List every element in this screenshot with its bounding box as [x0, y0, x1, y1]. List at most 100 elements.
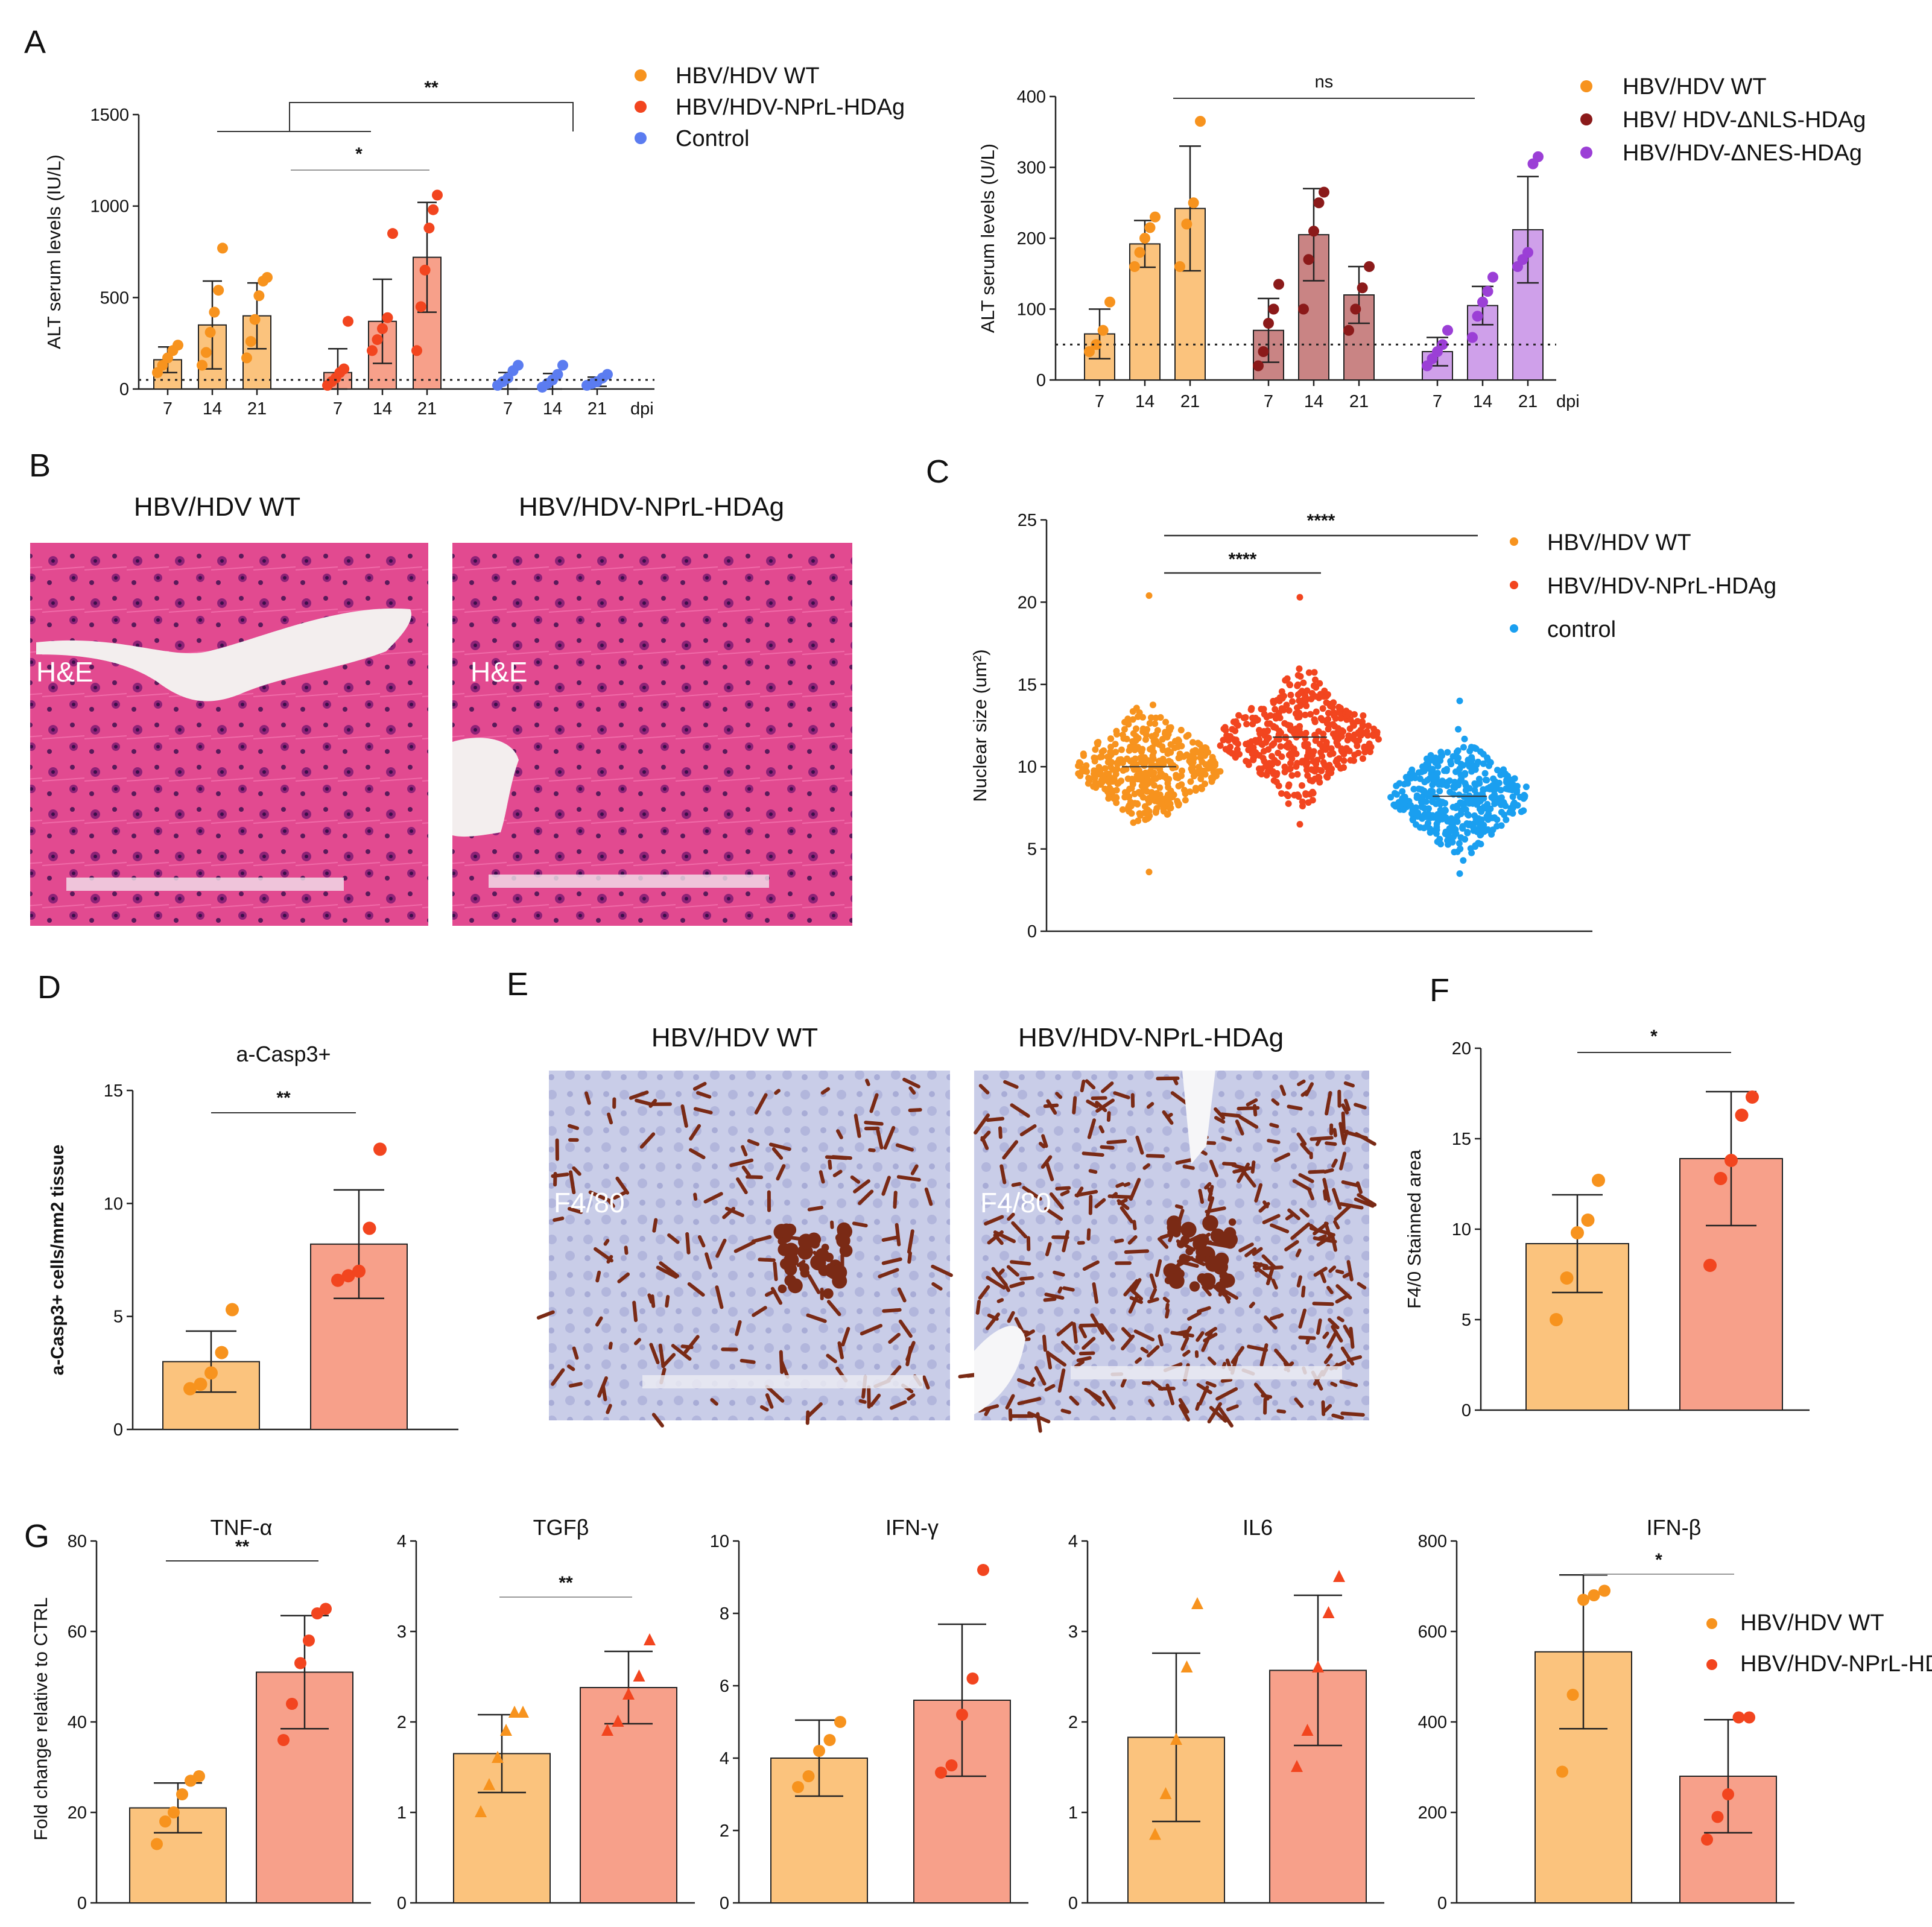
stain-mark [807, 1274, 821, 1294]
y-tick-label: 20 [1452, 1039, 1471, 1058]
x-tick-label: 7 [163, 399, 173, 419]
data-point [1468, 754, 1475, 761]
stain-mark [624, 1245, 629, 1255]
data-point [1415, 785, 1422, 793]
data-point [1498, 822, 1505, 829]
data-point [1333, 1570, 1345, 1582]
data-point [1509, 793, 1516, 800]
stain-mark [779, 1223, 793, 1237]
data-point [373, 1142, 387, 1156]
data-point [1177, 726, 1185, 733]
stain-mark [729, 1158, 754, 1168]
data-point [1115, 756, 1123, 764]
x-tick-label: 14 [1473, 392, 1492, 411]
stain-mark [869, 1093, 879, 1113]
stain-mark [1319, 1271, 1326, 1283]
subchart-title: IL6 [1243, 1515, 1273, 1540]
data-point [1230, 718, 1237, 726]
stain-mark [993, 1230, 1016, 1244]
y-axis-title: F4/0 Stainned area [1404, 1149, 1425, 1308]
stain-mark [1335, 1269, 1344, 1274]
data-point [1322, 746, 1329, 753]
y-tick-label: 0 [1068, 1894, 1078, 1913]
stain-mark [1010, 1260, 1031, 1266]
data-point [1296, 665, 1303, 672]
data-point [1110, 787, 1117, 794]
stain-mark [658, 1343, 665, 1367]
stain-mark [1055, 1186, 1071, 1191]
stain-mark [1007, 1212, 1015, 1221]
data-point [1312, 1660, 1324, 1672]
stain-mark [1196, 1331, 1205, 1342]
stain-mark [1115, 1182, 1125, 1188]
data-point [1429, 765, 1436, 773]
stain-mark [1202, 1285, 1212, 1297]
data-point [1416, 775, 1424, 782]
stain-mark [1326, 1285, 1334, 1294]
stain-mark [1337, 1316, 1344, 1323]
data-point [1313, 684, 1320, 691]
x-tick-label: 21 [1518, 392, 1538, 411]
data-point [1152, 714, 1159, 721]
data-point [1325, 726, 1332, 733]
x-tick-label: 14 [1135, 392, 1154, 411]
stain-mark [1180, 1336, 1189, 1351]
y-tick-label: 0 [77, 1894, 87, 1913]
data-point [977, 1564, 989, 1576]
y-tick-label: 8 [720, 1604, 729, 1624]
data-point [1577, 1593, 1589, 1606]
stain-mark [1290, 1222, 1311, 1240]
stain-mark [553, 1217, 565, 1222]
stain-mark [1292, 1179, 1312, 1192]
data-point [1261, 710, 1268, 718]
data-point [1365, 723, 1372, 730]
stain-mark [1205, 1206, 1226, 1213]
stain-mark [569, 1170, 576, 1195]
data-point [1097, 770, 1104, 777]
stain-mark [617, 1272, 630, 1283]
data-point [387, 228, 398, 239]
data-point [1311, 669, 1318, 676]
data-point [1444, 748, 1451, 756]
data-point [1370, 725, 1378, 732]
stain-mark [1044, 1384, 1056, 1392]
y-tick-label: 5 [1027, 840, 1037, 859]
stain-mark [740, 1358, 756, 1364]
stain-mark [555, 1138, 559, 1161]
legend-label: HBV/HDV-NPrL-HDAg [1740, 1651, 1932, 1677]
data-point [1165, 724, 1173, 732]
stain-mark [1062, 1286, 1075, 1292]
data-point [245, 336, 256, 347]
data-point [204, 1366, 218, 1380]
data-point [1080, 750, 1087, 758]
stain-mark [773, 1261, 778, 1282]
data-point [1498, 809, 1505, 816]
stain-mark [1309, 1151, 1313, 1160]
significance-label: ns [1315, 72, 1334, 92]
stain-mark [1121, 1327, 1132, 1338]
data-point [1338, 747, 1345, 754]
stain-mark [1339, 1379, 1358, 1387]
data-point [1471, 744, 1478, 751]
stain-mark [908, 1108, 922, 1112]
data-point [1401, 801, 1408, 808]
stain-mark [1258, 1201, 1270, 1213]
data-point [601, 1724, 613, 1736]
data-point [1141, 803, 1148, 810]
data-point [1165, 776, 1173, 783]
data-point [1107, 748, 1114, 756]
y-tick-label: 10 [710, 1532, 729, 1551]
stain-mark [1220, 1112, 1241, 1118]
x-tick-label: 7 [1264, 392, 1273, 411]
data-point [151, 1838, 163, 1850]
data-point [1313, 766, 1320, 773]
data-point [1264, 720, 1271, 727]
stain-mark [832, 1169, 843, 1177]
data-point [1277, 729, 1284, 736]
data-point [1243, 721, 1250, 728]
data-point [1294, 672, 1302, 679]
data-point [1450, 833, 1457, 840]
stain-mark [1178, 1403, 1190, 1422]
stain-mark [1165, 1303, 1170, 1311]
stain-mark [806, 1402, 823, 1419]
